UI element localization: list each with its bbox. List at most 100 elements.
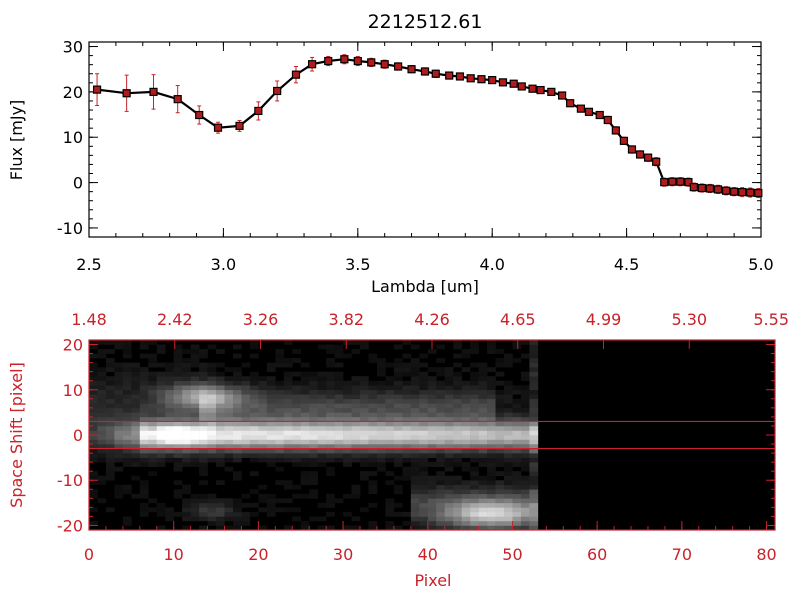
heatmap-cell bbox=[105, 475, 115, 481]
heatmap-cell bbox=[436, 358, 445, 363]
heatmap-cell bbox=[410, 358, 420, 363]
heatmap-cell bbox=[105, 407, 115, 413]
heatmap-cell bbox=[165, 439, 174, 445]
heatmap-cell bbox=[512, 475, 522, 481]
heatmap-cell bbox=[436, 398, 445, 404]
heatmap-cell bbox=[232, 520, 242, 526]
heatmap-cell bbox=[156, 435, 166, 440]
heatmap-cell bbox=[139, 444, 149, 449]
heatmap-cell bbox=[343, 385, 352, 391]
heatmap-cell bbox=[461, 507, 471, 513]
heatmap-cell bbox=[148, 380, 158, 386]
heatmap-cell bbox=[529, 475, 539, 481]
heatmap-cell bbox=[266, 430, 276, 436]
flux-point bbox=[235, 121, 244, 130]
heatmap-cell bbox=[368, 502, 378, 508]
heatmap-cell bbox=[368, 407, 378, 413]
heatmap-cell bbox=[114, 398, 124, 404]
heatmap-cell bbox=[283, 398, 293, 404]
heatmap-cell bbox=[216, 507, 225, 513]
heatmap-cell bbox=[275, 498, 285, 504]
heatmap-cell bbox=[419, 498, 429, 504]
heatmap-cell bbox=[512, 511, 522, 517]
heatmap-cell bbox=[283, 484, 293, 490]
heatmap-cell bbox=[122, 340, 132, 345]
heatmap-cell bbox=[487, 367, 496, 372]
heatmap-cell bbox=[97, 480, 107, 486]
heatmap-cell bbox=[461, 502, 471, 508]
heatmap-cell bbox=[487, 453, 496, 458]
heatmap-cell bbox=[283, 340, 293, 345]
heatmap-cell bbox=[207, 394, 217, 400]
heatmap-cell bbox=[258, 380, 268, 386]
heatmap-cell bbox=[393, 421, 403, 427]
heatmap-cell bbox=[436, 389, 445, 395]
heatmap-cell bbox=[495, 362, 505, 368]
heatmap-cell bbox=[512, 471, 522, 477]
heatmap-cell bbox=[97, 385, 107, 391]
heatmap-cell bbox=[190, 358, 200, 363]
heatmap-cell bbox=[139, 425, 149, 431]
heatmap-cell bbox=[317, 525, 327, 531]
heatmap-cell bbox=[351, 394, 361, 400]
heatmap-cell bbox=[241, 376, 251, 382]
heatmap-cell bbox=[419, 466, 429, 472]
heatmap-cell bbox=[317, 448, 327, 454]
heatmap-cell bbox=[343, 412, 352, 418]
heatmap-cell bbox=[249, 489, 259, 495]
heatmap-cell bbox=[419, 471, 429, 477]
heatmap-cell bbox=[216, 502, 225, 508]
heatmap-cell bbox=[275, 380, 285, 386]
heatmap-cell bbox=[207, 520, 217, 526]
heatmap-cell bbox=[453, 407, 462, 413]
heatmap-cell bbox=[148, 389, 158, 395]
heatmap-cell bbox=[427, 462, 437, 467]
heatmap-cell bbox=[258, 493, 268, 499]
heatmap-cell bbox=[402, 371, 412, 377]
image-y-tick-label: -20 bbox=[57, 516, 83, 535]
heatmap-cell bbox=[495, 425, 505, 431]
heatmap-cell bbox=[478, 520, 488, 526]
heatmap-cell bbox=[470, 498, 479, 504]
heatmap-cell bbox=[385, 444, 395, 449]
heatmap-cell bbox=[283, 376, 293, 382]
heatmap-cell bbox=[444, 389, 454, 395]
heatmap-cell bbox=[393, 416, 403, 422]
heatmap-cell bbox=[114, 362, 124, 368]
heatmap-cell bbox=[368, 471, 378, 477]
heatmap-cell bbox=[393, 407, 403, 413]
heatmap-cell bbox=[131, 439, 141, 445]
heatmap-cell bbox=[241, 394, 251, 400]
heatmap-cell bbox=[283, 444, 293, 449]
heatmap-cell bbox=[419, 448, 429, 454]
heatmap-cell bbox=[122, 394, 132, 400]
heatmap-cell bbox=[199, 353, 208, 359]
heatmap-cell bbox=[317, 435, 327, 440]
heatmap-cell bbox=[436, 371, 445, 377]
heatmap-cell bbox=[232, 471, 242, 477]
heatmap-cell bbox=[190, 403, 200, 409]
heatmap-cell bbox=[470, 466, 479, 472]
heatmap-cell bbox=[105, 349, 115, 354]
heatmap-cell bbox=[393, 511, 403, 517]
image-x-tick-label: 0 bbox=[84, 545, 94, 564]
heatmap-cell bbox=[520, 444, 530, 449]
heatmap-cell bbox=[173, 376, 183, 382]
heatmap-cell bbox=[419, 435, 429, 440]
heatmap-cell bbox=[241, 520, 251, 526]
heatmap-cell bbox=[334, 353, 344, 359]
heatmap-cell bbox=[512, 525, 522, 531]
heatmap-cell bbox=[275, 349, 285, 354]
heatmap-cell bbox=[419, 389, 429, 395]
heatmap-cell bbox=[402, 403, 412, 409]
heatmap-cell bbox=[427, 502, 437, 508]
heatmap-cell bbox=[173, 416, 183, 422]
heatmap-cell bbox=[292, 484, 302, 490]
heatmap-cell bbox=[131, 435, 141, 440]
heatmap-cell bbox=[148, 358, 158, 363]
heatmap-cell bbox=[436, 403, 445, 409]
heatmap-cell bbox=[131, 412, 141, 418]
heatmap-cell bbox=[503, 480, 513, 486]
heatmap-cell bbox=[360, 398, 369, 404]
heatmap-cell bbox=[343, 439, 352, 445]
